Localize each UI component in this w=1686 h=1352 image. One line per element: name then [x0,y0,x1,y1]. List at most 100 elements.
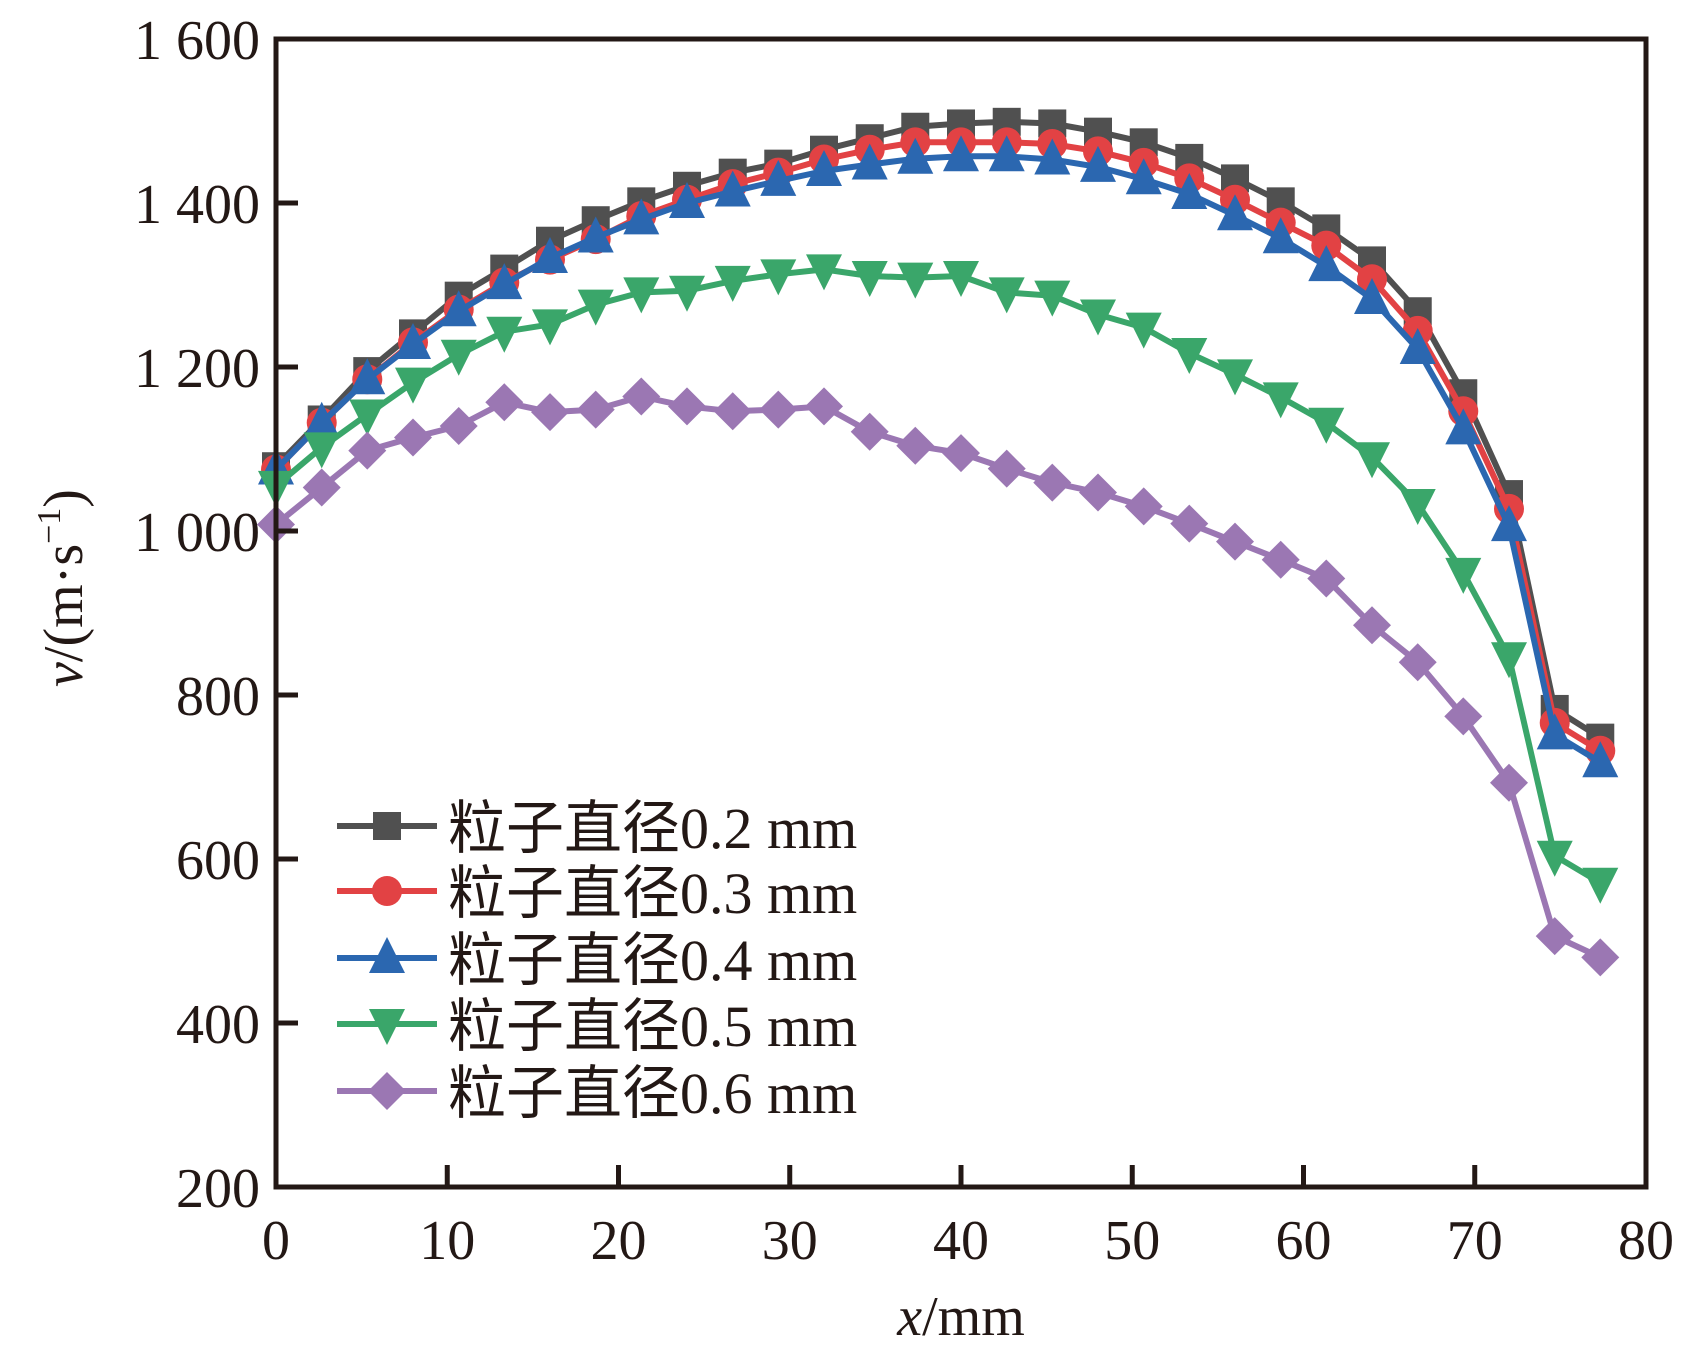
data-point-diamond-marker [1444,697,1483,736]
data-point-triangle-up-marker [1354,277,1390,314]
data-point-triangle-up-marker [1125,158,1162,195]
data-point-diamond-marker [668,387,706,426]
y-tick-label: 1 000 [134,502,260,564]
data-point-triangle-up-marker [1536,713,1573,750]
legend-triangle-up-icon [369,937,405,973]
data-point-diamond-marker [896,426,935,465]
data-point-triangle-up-marker [806,150,842,187]
data-point-triangle-up-marker [1171,172,1208,209]
data-point-diamond-marker [942,434,980,473]
data-point-triangle-up-marker [486,263,523,300]
data-point-triangle-down-marker [851,260,888,297]
data-point-diamond-marker [1398,643,1437,682]
data-point-diamond-marker [1353,606,1391,645]
data-point-triangle-down-marker [1445,557,1482,594]
data-point-diamond-marker [850,412,889,451]
x-tick-label: 60 [1276,1210,1332,1272]
data-point-triangle-down-marker [395,367,431,404]
y-tick-label: 800 [176,666,260,728]
y-axis-exponent: −1 [31,508,68,544]
legend-triangle-down-icon [369,1009,405,1045]
data-point-diamond-marker [1033,463,1072,502]
data-point-diamond-marker [439,407,478,446]
data-point-diamond-marker [1216,522,1254,561]
legend-square-icon [373,812,401,840]
data-point-triangle-down-marker [1582,867,1619,904]
data-point-triangle-up-marker [943,135,979,172]
legend-item: 粒子直径0.5 mm [337,994,857,1059]
data-point-triangle-up-marker [349,358,386,395]
legend-label: 粒子直径0.4 mm [448,928,857,993]
data-point-diamond-marker [302,468,341,507]
data-point-triangle-up-marker [623,198,660,235]
data-point-triangle-down-marker [1354,442,1390,479]
data-point-triangle-up-marker [1582,741,1619,778]
data-point-diamond-marker [1261,540,1300,579]
data-point-triangle-up-marker [1034,138,1071,175]
y-tick-label: 1 200 [134,338,260,400]
data-point-diamond-marker [1307,559,1346,598]
data-point-triangle-up-marker [577,216,614,253]
data-point-triangle-down-marker [1080,299,1116,336]
x-tick-label: 10 [419,1210,475,1272]
x-tick-label: 80 [1618,1210,1674,1272]
x-tick-label: 50 [1104,1210,1160,1272]
data-point-triangle-down-marker [349,399,386,436]
x-tick-label: 40 [933,1210,989,1272]
data-point-diamond-marker [1079,473,1117,512]
data-point-triangle-down-marker [1308,407,1345,444]
data-point-triangle-down-marker [1536,840,1573,877]
x-tick-label: 70 [1447,1210,1503,1272]
x-axis-unit: /mm [922,1286,1025,1348]
data-point-triangle-up-marker [395,323,431,360]
data-point-triangle-down-marker [1034,280,1071,317]
data-point-triangle-down-marker [943,260,979,297]
data-point-triangle-down-marker [714,265,751,302]
series-diamond [257,377,1620,977]
y-tick-label: 1 600 [134,10,260,72]
data-point-triangle-down-marker [1125,312,1162,349]
data-point-triangle-down-marker [1262,382,1299,419]
y-axis-variable: v [33,662,95,687]
data-point-diamond-marker [576,390,615,429]
data-point-triangle-up-marker [1217,194,1253,231]
data-point-triangle-down-marker [1217,359,1253,396]
data-point-triangle-up-marker [669,182,705,218]
data-point-diamond-marker [1170,504,1209,543]
data-point-triangle-down-marker [486,316,523,353]
data-point-diamond-marker [1581,938,1620,977]
y-axis-unit: /(m·s [33,544,95,662]
legend-item: 粒子直径0.2 mm [337,796,857,861]
data-point-triangle-up-marker [440,290,477,327]
y-axis: 200 400 600 800 1 000 1 200 1 400 1 600 [134,10,298,1220]
x-tick-label: 30 [762,1210,818,1272]
data-point-triangle-up-marker [851,143,888,180]
data-point-triangle-down-marker [1491,642,1527,679]
legend-circle-icon [372,876,402,906]
legend-item: 粒子直径0.3 mm [337,861,857,926]
data-point-diamond-marker [759,390,798,429]
data-point-triangle-up-marker [897,137,934,174]
data-point-triangle-up-marker [714,170,751,207]
data-point-triangle-up-marker [303,401,340,438]
series-triangle-up [258,135,1619,778]
data-point-triangle-down-marker [440,339,477,376]
legend-item: 粒子直径0.4 mm [337,928,857,993]
data-point-diamond-marker [1490,763,1528,802]
series-line [273,153,1602,765]
data-point-triangle-down-marker [1171,338,1208,375]
y-axis-close-paren: ) [33,489,95,508]
data-point-triangle-down-marker [623,277,660,314]
data-point-triangle-up-marker [1080,145,1116,182]
data-point-triangle-down-marker [806,254,842,291]
data-point-triangle-up-marker [1491,505,1527,542]
data-point-triangle-down-marker [897,262,934,299]
x-axis-title: x/mm [896,1286,1025,1348]
x-tick-label: 0 [262,1210,290,1272]
legend-label: 粒子直径0.2 mm [448,796,857,861]
data-point-triangle-down-marker [669,275,705,312]
data-point-diamond-marker [394,418,432,457]
data-point-diamond-marker [805,387,843,426]
